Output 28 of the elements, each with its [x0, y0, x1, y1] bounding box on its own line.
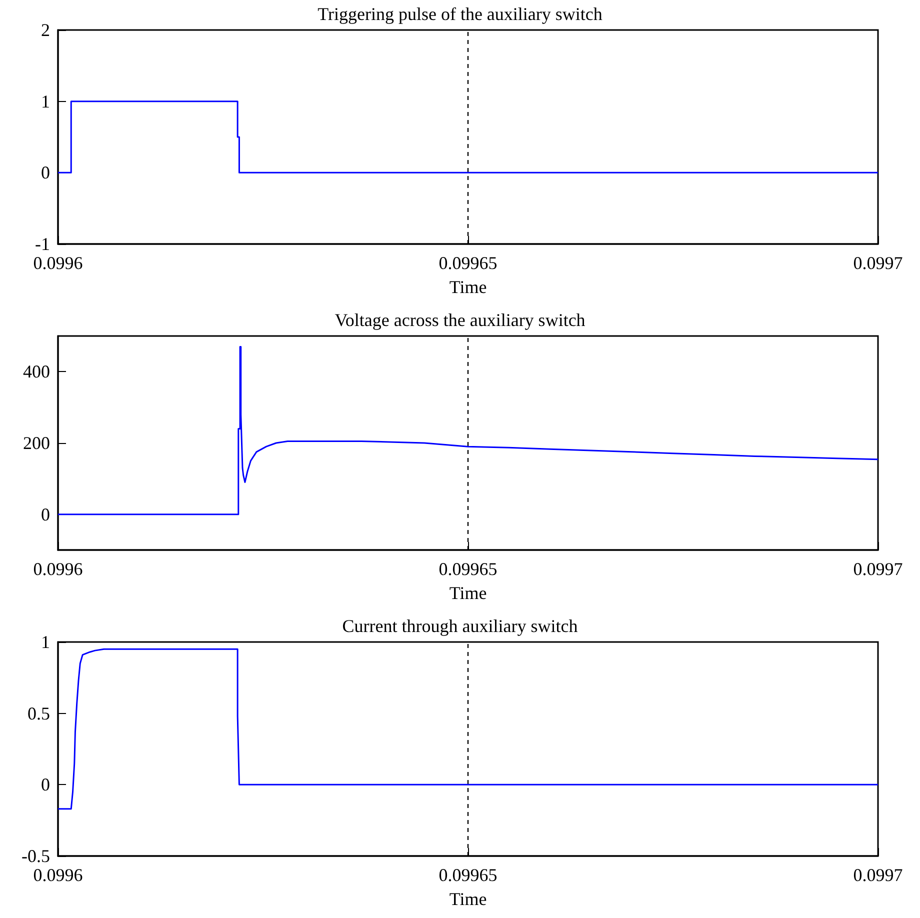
chart-title: Voltage across the auxiliary switch	[334, 310, 586, 330]
y-tick-label: 0.5	[28, 703, 50, 724]
x-tick-label: 0.0997	[853, 253, 903, 273]
x-tick-label: 0.0996	[33, 559, 83, 579]
y-tick-label: 1	[41, 91, 50, 112]
y-tick-label: 2	[41, 20, 50, 40]
x-axis-title: Time	[449, 889, 487, 909]
x-tick-label: 0.09965	[438, 559, 498, 579]
x-tick-label: 0.0996	[33, 253, 83, 273]
y-tick-label: 0	[41, 504, 50, 524]
y-tick-label: -0.5	[22, 846, 50, 866]
y-tick-label: 0	[41, 774, 50, 795]
x-tick-label: 0.0997	[853, 865, 903, 885]
line-series	[57, 346, 879, 516]
x-axis-title: Time	[449, 583, 487, 603]
x-tick-label: 0.0997	[853, 559, 903, 579]
y-tick-label: 0	[41, 162, 50, 183]
line-series	[57, 648, 879, 810]
x-tick-label: 0.0996	[33, 865, 83, 885]
y-tick-label: 200	[23, 433, 50, 453]
y-tick-label: 1	[41, 632, 50, 652]
x-axis-title: Time	[449, 277, 487, 297]
y-tick-label: 400	[23, 362, 50, 382]
x-tick-label: 0.09965	[438, 253, 498, 273]
chart-title: Triggering pulse of the auxiliary switch	[318, 4, 602, 24]
x-tick-label: 0.09965	[438, 865, 498, 885]
chart-title: Current through auxiliary switch	[342, 616, 578, 636]
y-tick-label: -1	[35, 234, 50, 254]
